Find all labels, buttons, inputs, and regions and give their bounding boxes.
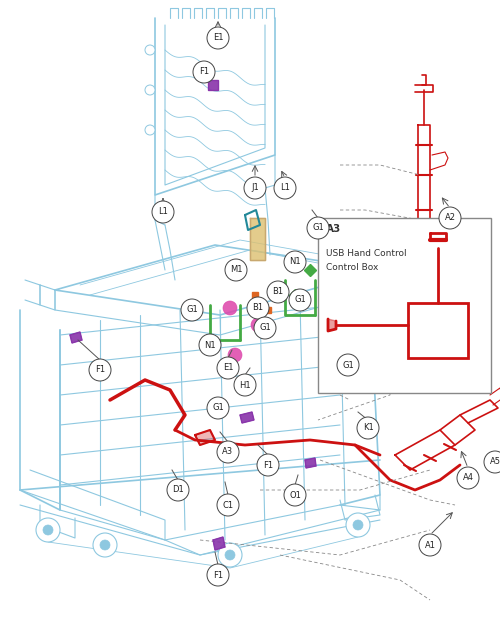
Text: E1: E1 bbox=[213, 34, 223, 42]
Circle shape bbox=[217, 494, 239, 516]
Circle shape bbox=[89, 359, 111, 381]
Circle shape bbox=[218, 543, 242, 567]
Polygon shape bbox=[328, 319, 336, 331]
Polygon shape bbox=[240, 412, 254, 423]
Circle shape bbox=[36, 518, 60, 542]
Circle shape bbox=[207, 27, 229, 49]
Circle shape bbox=[244, 177, 266, 199]
Circle shape bbox=[337, 354, 359, 376]
Text: A5: A5 bbox=[490, 458, 500, 467]
Text: A1: A1 bbox=[424, 541, 436, 549]
Circle shape bbox=[353, 520, 363, 530]
Circle shape bbox=[145, 125, 155, 135]
Circle shape bbox=[207, 564, 229, 586]
Circle shape bbox=[193, 61, 215, 83]
Text: G1: G1 bbox=[212, 403, 224, 413]
Text: B1: B1 bbox=[272, 287, 283, 296]
Text: C1: C1 bbox=[222, 501, 234, 510]
Circle shape bbox=[223, 301, 237, 315]
Text: USB Hand Control: USB Hand Control bbox=[326, 249, 406, 258]
Circle shape bbox=[145, 45, 155, 55]
Polygon shape bbox=[305, 458, 316, 468]
Circle shape bbox=[217, 441, 239, 463]
Text: G1: G1 bbox=[186, 306, 198, 315]
Circle shape bbox=[274, 177, 296, 199]
Text: A4: A4 bbox=[462, 473, 473, 482]
Circle shape bbox=[247, 297, 269, 319]
Circle shape bbox=[43, 525, 53, 535]
Circle shape bbox=[357, 417, 379, 439]
Text: N1: N1 bbox=[204, 341, 216, 349]
Text: Control Box: Control Box bbox=[326, 263, 378, 272]
Text: A3: A3 bbox=[326, 224, 341, 234]
Text: J1: J1 bbox=[251, 184, 259, 192]
Circle shape bbox=[217, 357, 239, 379]
Polygon shape bbox=[250, 218, 265, 260]
Text: F1: F1 bbox=[199, 68, 209, 77]
Circle shape bbox=[289, 289, 311, 311]
Text: K1: K1 bbox=[362, 423, 374, 432]
Circle shape bbox=[167, 479, 189, 501]
Circle shape bbox=[484, 451, 500, 473]
Text: A2: A2 bbox=[444, 213, 456, 223]
Circle shape bbox=[284, 251, 306, 273]
Circle shape bbox=[251, 318, 265, 332]
Bar bbox=[318, 218, 491, 393]
Text: E1: E1 bbox=[223, 363, 233, 372]
Text: N1: N1 bbox=[289, 258, 301, 266]
Text: F1: F1 bbox=[95, 365, 105, 375]
Circle shape bbox=[284, 484, 306, 506]
Text: B1: B1 bbox=[252, 303, 264, 313]
Circle shape bbox=[457, 467, 479, 489]
Polygon shape bbox=[195, 430, 215, 445]
Text: A3: A3 bbox=[222, 448, 234, 456]
Circle shape bbox=[207, 397, 229, 419]
Text: F1: F1 bbox=[263, 460, 273, 470]
Circle shape bbox=[346, 513, 370, 537]
Circle shape bbox=[145, 85, 155, 95]
Circle shape bbox=[199, 334, 221, 356]
Circle shape bbox=[152, 201, 174, 223]
Polygon shape bbox=[213, 537, 225, 550]
Text: D1: D1 bbox=[172, 486, 184, 494]
Circle shape bbox=[419, 534, 441, 556]
Circle shape bbox=[257, 454, 279, 476]
Text: F1: F1 bbox=[213, 570, 223, 579]
Bar bbox=[408, 303, 468, 358]
Circle shape bbox=[228, 348, 242, 362]
Text: G1: G1 bbox=[294, 296, 306, 304]
Circle shape bbox=[225, 259, 247, 281]
Text: L1: L1 bbox=[158, 208, 168, 216]
Text: H1: H1 bbox=[239, 380, 251, 389]
Text: G1: G1 bbox=[312, 223, 324, 232]
Circle shape bbox=[254, 317, 276, 339]
Text: L1: L1 bbox=[280, 184, 290, 192]
Circle shape bbox=[323, 333, 337, 347]
Polygon shape bbox=[70, 332, 82, 343]
Text: O1: O1 bbox=[289, 491, 301, 499]
Text: G1: G1 bbox=[342, 361, 354, 370]
Circle shape bbox=[439, 207, 461, 229]
Circle shape bbox=[93, 533, 117, 557]
Circle shape bbox=[225, 550, 235, 560]
Circle shape bbox=[267, 281, 289, 303]
Polygon shape bbox=[208, 80, 218, 90]
Circle shape bbox=[181, 299, 203, 321]
Circle shape bbox=[307, 217, 329, 239]
Text: M1: M1 bbox=[230, 265, 242, 275]
Circle shape bbox=[234, 374, 256, 396]
Text: G1: G1 bbox=[259, 323, 271, 332]
Circle shape bbox=[100, 540, 110, 550]
